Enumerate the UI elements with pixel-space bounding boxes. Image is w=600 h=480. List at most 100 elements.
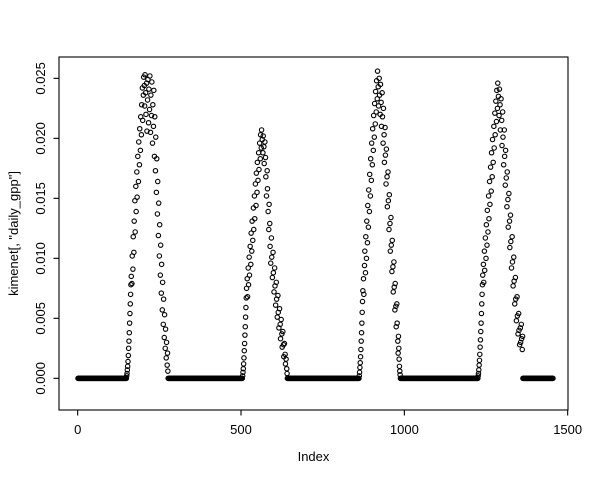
data-point bbox=[381, 132, 387, 138]
y-tick-label: 0.005 bbox=[33, 302, 48, 335]
data-point bbox=[371, 134, 378, 140]
data-point bbox=[389, 268, 395, 275]
data-point bbox=[365, 224, 372, 230]
data-point bbox=[263, 193, 270, 199]
data-point bbox=[261, 160, 267, 167]
x-tick-label: 0 bbox=[74, 422, 81, 437]
data-point bbox=[358, 346, 364, 353]
data-point bbox=[478, 320, 484, 326]
data-point bbox=[370, 112, 377, 119]
data-point bbox=[360, 287, 366, 294]
data-point bbox=[277, 335, 284, 342]
data-point bbox=[164, 362, 170, 368]
data-point bbox=[258, 145, 265, 151]
data-point bbox=[357, 359, 363, 366]
data-point bbox=[245, 265, 251, 271]
data-point bbox=[384, 203, 391, 210]
data-point bbox=[139, 117, 146, 124]
data-point bbox=[162, 326, 169, 332]
data-point bbox=[240, 361, 247, 367]
data-point bbox=[366, 208, 373, 215]
data-point bbox=[394, 320, 400, 326]
data-point bbox=[506, 190, 512, 197]
data-point bbox=[371, 100, 378, 107]
data-point bbox=[362, 269, 369, 276]
data-point bbox=[256, 140, 263, 146]
data-point bbox=[492, 110, 498, 116]
data-point bbox=[283, 356, 289, 362]
x-tick-label: 500 bbox=[230, 422, 252, 437]
data-point bbox=[393, 323, 399, 330]
data-point bbox=[270, 249, 276, 256]
data-point bbox=[133, 208, 139, 215]
data-point bbox=[498, 117, 505, 124]
data-point bbox=[263, 174, 269, 180]
data-point bbox=[485, 229, 491, 235]
data-point bbox=[250, 237, 256, 244]
zero-band-points bbox=[75, 375, 556, 382]
data-point bbox=[503, 175, 510, 181]
data-point bbox=[375, 103, 382, 109]
data-point bbox=[491, 145, 497, 151]
data-point bbox=[361, 262, 368, 269]
data-point bbox=[517, 325, 524, 331]
data-point bbox=[385, 197, 392, 204]
data-point bbox=[268, 254, 275, 260]
data-point bbox=[266, 226, 272, 233]
data-point bbox=[125, 345, 132, 352]
data-point bbox=[367, 193, 374, 199]
data-point bbox=[241, 355, 247, 361]
data-point bbox=[356, 375, 362, 382]
data-point bbox=[496, 86, 503, 92]
data-point bbox=[392, 307, 398, 313]
data-point bbox=[257, 132, 264, 138]
data-point bbox=[137, 126, 143, 132]
data-point bbox=[243, 295, 249, 301]
data-point bbox=[161, 311, 168, 318]
data-point bbox=[242, 323, 249, 330]
data-point bbox=[379, 114, 386, 120]
data-point bbox=[494, 87, 500, 94]
data-point bbox=[240, 369, 246, 376]
data-point bbox=[129, 280, 135, 287]
data-point bbox=[262, 139, 268, 145]
y-tick-label: 0.000 bbox=[33, 362, 48, 395]
data-point bbox=[138, 102, 145, 108]
data-point bbox=[484, 207, 491, 214]
data-point bbox=[476, 357, 483, 364]
data-point bbox=[382, 124, 388, 131]
data-point bbox=[162, 345, 168, 352]
data-point bbox=[145, 120, 152, 126]
data-point bbox=[254, 159, 261, 166]
x-tick-label: 1500 bbox=[553, 422, 582, 437]
data-point bbox=[390, 263, 396, 270]
data-point bbox=[274, 314, 281, 320]
data-point bbox=[486, 215, 492, 222]
data-point bbox=[374, 68, 381, 74]
data-point bbox=[128, 273, 135, 280]
data-point bbox=[517, 339, 524, 346]
data-point bbox=[499, 109, 506, 115]
data-point bbox=[126, 320, 133, 326]
data-point bbox=[124, 370, 130, 377]
data-point bbox=[359, 298, 366, 305]
data-point bbox=[369, 126, 376, 132]
data-point bbox=[395, 350, 401, 356]
data-point bbox=[164, 350, 171, 356]
data-point bbox=[511, 254, 517, 260]
data-point bbox=[261, 144, 267, 150]
data-point bbox=[479, 301, 485, 307]
data-point bbox=[488, 150, 495, 156]
data-point bbox=[486, 178, 493, 185]
data-point bbox=[380, 105, 387, 112]
data-point bbox=[477, 337, 484, 343]
data-point bbox=[506, 218, 513, 224]
data-point bbox=[273, 279, 280, 286]
data-point bbox=[359, 320, 365, 326]
data-point bbox=[246, 272, 253, 278]
data-point bbox=[513, 317, 520, 324]
data-point bbox=[387, 248, 394, 254]
data-point bbox=[249, 248, 255, 254]
